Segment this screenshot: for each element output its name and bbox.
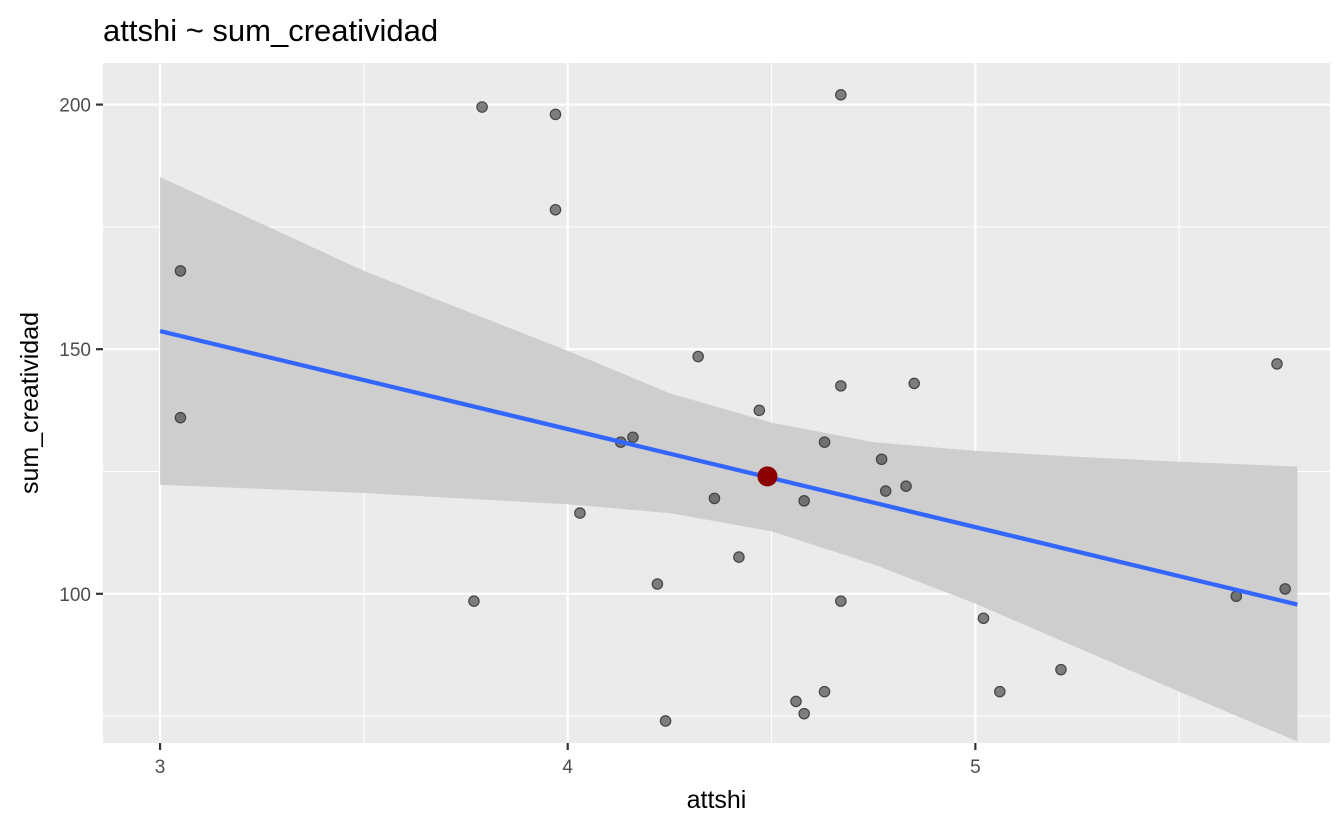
data-point bbox=[692, 350, 704, 363]
chart-title: attshi ~ sum_creatividad bbox=[103, 13, 438, 48]
data-point bbox=[818, 685, 831, 698]
data-point bbox=[908, 377, 921, 390]
data-point bbox=[1279, 583, 1291, 595]
data-point bbox=[476, 101, 488, 113]
data-point bbox=[977, 612, 990, 625]
data-point bbox=[798, 495, 810, 507]
y-axis: 100 150 200 bbox=[59, 96, 103, 606]
minor-gridlines bbox=[103, 63, 1330, 743]
data-point bbox=[798, 707, 810, 720]
data-point bbox=[790, 695, 802, 708]
data-point bbox=[1271, 358, 1283, 370]
x-tick-label: 4 bbox=[562, 757, 573, 778]
data-point bbox=[651, 578, 664, 590]
data-point bbox=[753, 404, 766, 417]
data-point bbox=[549, 203, 562, 216]
data-point bbox=[174, 265, 187, 277]
y-tick-label: 200 bbox=[59, 96, 91, 117]
data-point bbox=[659, 715, 672, 727]
data-point bbox=[879, 485, 892, 497]
y-tick-label: 100 bbox=[59, 585, 91, 606]
data-point bbox=[549, 108, 562, 121]
data-point bbox=[574, 507, 586, 519]
data-point bbox=[1055, 663, 1067, 676]
data-point bbox=[835, 380, 847, 392]
x-axis: 3 4 5 bbox=[155, 743, 981, 778]
data-point bbox=[900, 480, 912, 492]
regression-line bbox=[159, 328, 1298, 607]
mean-point bbox=[757, 466, 778, 487]
data-point bbox=[733, 551, 745, 563]
confidence-band bbox=[160, 177, 1298, 742]
x-tick-label: 3 bbox=[155, 757, 166, 778]
data-point bbox=[468, 595, 480, 607]
data-point bbox=[818, 436, 831, 448]
data-point bbox=[627, 431, 639, 444]
y-axis-title: sum_creatividad bbox=[16, 312, 44, 494]
data-point bbox=[994, 685, 1006, 698]
data-point bbox=[708, 492, 721, 505]
data-point bbox=[835, 595, 847, 607]
data-point bbox=[835, 88, 847, 101]
y-tick-label: 150 bbox=[59, 340, 91, 361]
x-axis-title: attshi bbox=[687, 786, 747, 814]
data-point bbox=[174, 411, 187, 424]
x-tick-label: 5 bbox=[970, 757, 981, 778]
data-point bbox=[875, 453, 888, 466]
